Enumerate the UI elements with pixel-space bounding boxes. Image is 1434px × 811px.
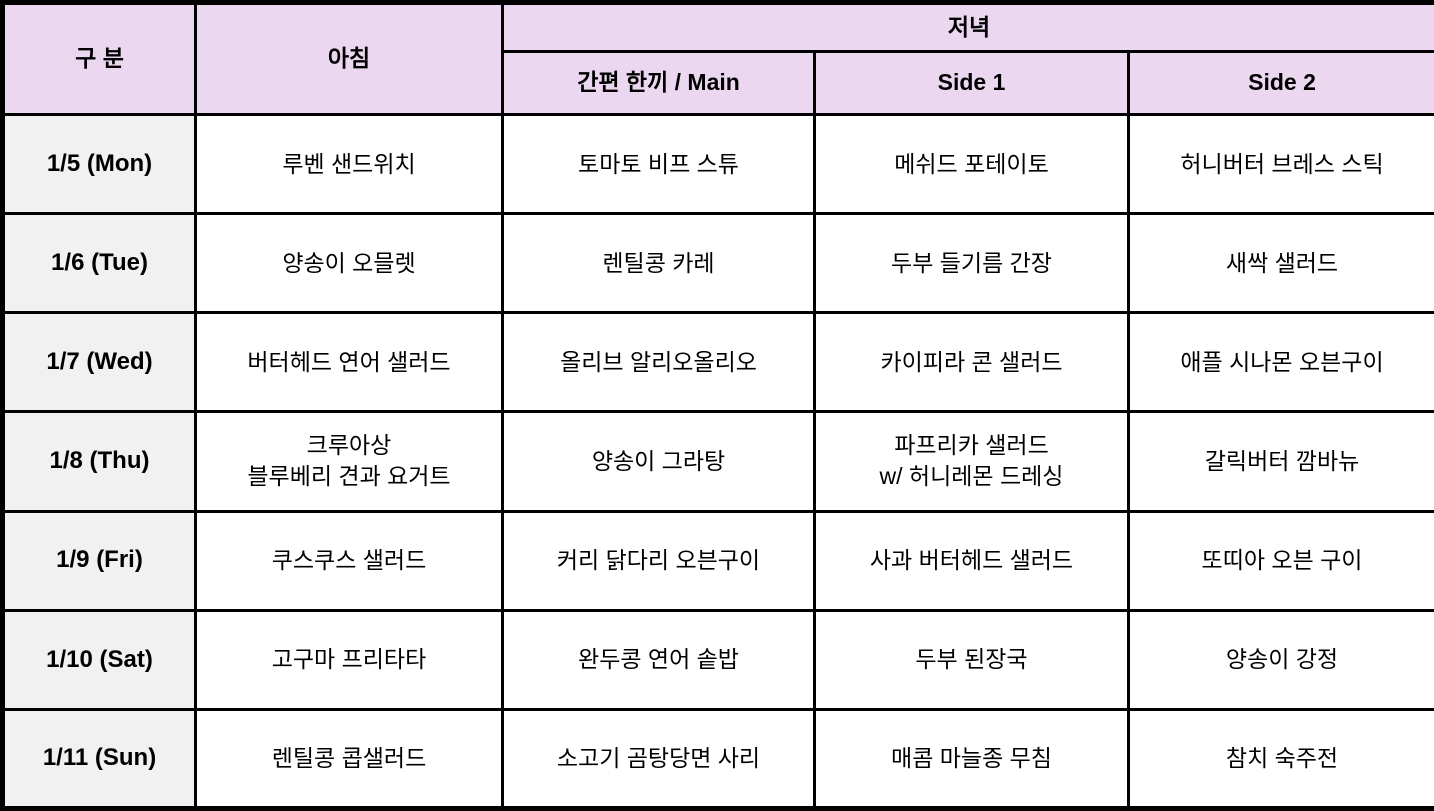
day-cell: 1/11 (Sun) [1, 707, 197, 811]
table-row: 1/6 (Tue) 양송이 오믈렛 렌틸콩 카레 두부 들기름 간장 새싹 샐러드 [1, 212, 1434, 315]
dinner-side1-cell: 매콤 마늘종 무침 [813, 707, 1130, 811]
dinner-main-cell: 완두콩 연어 솥밥 [501, 608, 816, 711]
table-row: 1/7 (Wed) 버터헤드 연어 샐러드 올리브 알리오올리오 카이피라 콘 샐러드… [1, 311, 1434, 414]
header-category: 구 분 [1, 1, 197, 116]
breakfast-cell: 렌틸콩 콥샐러드 [194, 707, 504, 811]
day-cell: 1/5 (Mon) [1, 112, 197, 216]
header-dinner-side2: Side 2 [1126, 50, 1434, 116]
dinner-side1-cell: 두부 들기름 간장 [813, 212, 1130, 315]
dinner-side2-cell: 새싹 샐러드 [1126, 212, 1434, 315]
dinner-side1-cell: 사과 버터헤드 샐러드 [813, 509, 1130, 612]
breakfast-cell: 양송이 오믈렛 [194, 212, 504, 315]
dinner-main-cell: 토마토 비프 스튜 [501, 112, 816, 216]
day-cell: 1/9 (Fri) [1, 509, 197, 612]
table-row: 1/9 (Fri) 쿠스쿠스 샐러드 커리 닭다리 오븐구이 사과 버터헤드 샐러드 또… [1, 509, 1434, 612]
dinner-main-cell: 렌틸콩 카레 [501, 212, 816, 315]
dinner-main-cell: 올리브 알리오올리오 [501, 311, 816, 414]
breakfast-cell: 버터헤드 연어 샐러드 [194, 311, 504, 414]
table-header: 구 분 아침 저녁 간편 한끼 / Main Side 1 Side 2 [1, 1, 1434, 116]
header-dinner-main: 간편 한끼 / Main [501, 50, 816, 116]
header-dinner-side1: Side 1 [813, 50, 1130, 116]
dinner-side2-cell: 허니버터 브레스 스틱 [1126, 112, 1434, 216]
dinner-side1-cell: 두부 된장국 [813, 608, 1130, 711]
table-body: 1/5 (Mon) 루벤 샌드위치 토마토 비프 스튜 메쉬드 포테이토 허니버터 브레… [1, 112, 1434, 811]
dinner-main-cell: 양송이 그라탕 [501, 410, 816, 513]
breakfast-cell: 루벤 샌드위치 [194, 112, 504, 216]
table-row: 1/11 (Sun) 렌틸콩 콥샐러드 소고기 곰탕당면 사리 매콤 마늘종 무침 참치… [1, 707, 1434, 811]
breakfast-cell: 고구마 프리타타 [194, 608, 504, 711]
dinner-side2-cell: 또띠아 오븐 구이 [1126, 509, 1434, 612]
day-cell: 1/8 (Thu) [1, 410, 197, 513]
table-row: 1/10 (Sat) 고구마 프리타타 완두콩 연어 솥밥 두부 된장국 양송이 강정 [1, 608, 1434, 711]
header-dinner: 저녁 [500, 1, 1434, 53]
dinner-side2-cell: 애플 시나몬 오븐구이 [1126, 311, 1434, 414]
header-breakfast: 아침 [194, 1, 504, 116]
dinner-side2-cell: 양송이 강정 [1126, 608, 1434, 711]
dinner-side2-cell: 참치 숙주전 [1126, 707, 1434, 811]
dinner-side2-cell: 갈릭버터 깜바뉴 [1126, 410, 1434, 513]
day-cell: 1/7 (Wed) [1, 311, 197, 414]
breakfast-cell: 크루아상 블루베리 견과 요거트 [194, 410, 504, 513]
dinner-side1-cell: 파프리카 샐러드 w/ 허니레몬 드레싱 [813, 410, 1130, 513]
breakfast-cell: 쿠스쿠스 샐러드 [194, 509, 504, 612]
day-cell: 1/6 (Tue) [1, 212, 197, 315]
dinner-main-cell: 커리 닭다리 오븐구이 [501, 509, 816, 612]
dinner-side1-cell: 카이피라 콘 샐러드 [813, 311, 1130, 414]
table-row: 1/5 (Mon) 루벤 샌드위치 토마토 비프 스튜 메쉬드 포테이토 허니버터 브레… [1, 112, 1434, 216]
table-row: 1/8 (Thu) 크루아상 블루베리 견과 요거트 양송이 그라탕 파프리카 샐러드… [1, 410, 1434, 513]
day-cell: 1/10 (Sat) [1, 608, 197, 711]
dinner-side1-cell: 메쉬드 포테이토 [813, 112, 1130, 216]
dinner-main-cell: 소고기 곰탕당면 사리 [501, 707, 816, 811]
